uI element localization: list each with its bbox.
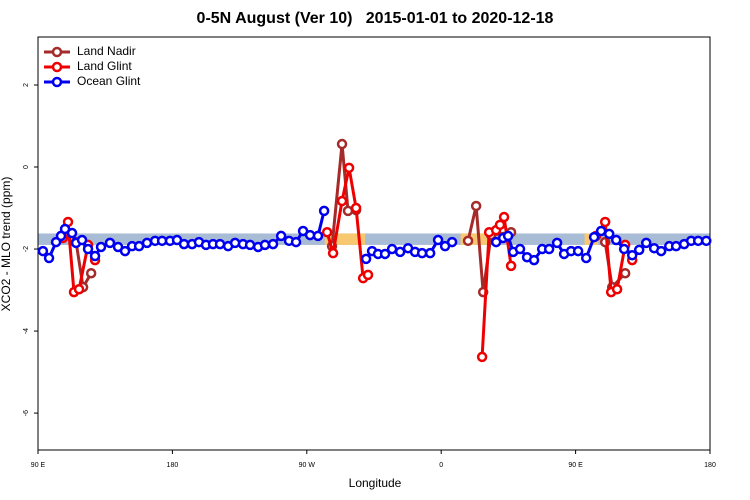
data-point xyxy=(543,243,555,255)
data-point xyxy=(595,225,607,237)
band xyxy=(460,233,491,245)
data-point xyxy=(670,240,682,252)
data-point xyxy=(551,237,563,249)
data-point xyxy=(394,246,406,258)
data-point xyxy=(141,237,153,249)
data-point xyxy=(462,235,474,247)
data-point xyxy=(446,236,458,248)
data-point xyxy=(502,230,514,242)
data-point xyxy=(43,252,55,264)
y-tick-label: -4 xyxy=(23,328,30,334)
data-point xyxy=(701,235,712,247)
data-point xyxy=(498,211,510,223)
x-axis-label: Longitude xyxy=(349,476,402,490)
data-point xyxy=(275,230,287,242)
data-point xyxy=(424,247,436,259)
data-point xyxy=(66,227,78,239)
data-point xyxy=(95,241,107,253)
y-tick-label: -6 xyxy=(23,410,30,416)
data-point xyxy=(267,238,279,250)
x-tick-label: 90 W xyxy=(299,462,316,469)
chart-title: 0-5N August (Ver 10) 2015-01-01 to 2020-… xyxy=(197,10,554,27)
data-point xyxy=(603,228,615,240)
x-tick-label: 0 xyxy=(439,462,443,469)
data-point xyxy=(321,226,333,238)
x-tick-label: 180 xyxy=(167,462,179,469)
data-point xyxy=(214,238,226,250)
data-point xyxy=(85,267,97,279)
data-point xyxy=(470,200,482,212)
data-point xyxy=(178,238,190,250)
data-point xyxy=(343,162,355,174)
legend-marker xyxy=(51,61,63,73)
data-point xyxy=(318,205,330,217)
data-point xyxy=(89,250,101,262)
data-point xyxy=(599,216,611,228)
data-point xyxy=(350,202,362,214)
y-tick-label: 0 xyxy=(23,165,30,169)
data-point xyxy=(229,237,241,249)
data-point xyxy=(618,243,630,255)
y-tick-label: -2 xyxy=(23,246,30,252)
legend-label: Land Glint xyxy=(77,59,132,73)
data-point xyxy=(505,260,517,272)
data-point xyxy=(259,239,271,251)
data-point xyxy=(336,195,348,207)
data-point xyxy=(379,248,391,260)
data-point xyxy=(692,235,704,247)
data-point xyxy=(619,267,631,279)
data-point xyxy=(336,138,348,150)
data-point xyxy=(610,234,622,246)
data-point xyxy=(37,245,49,257)
data-point xyxy=(244,239,256,251)
data-point xyxy=(580,252,592,264)
data-point xyxy=(386,243,398,255)
data-point xyxy=(416,247,428,259)
data-point xyxy=(626,249,638,261)
data-point xyxy=(432,234,444,246)
data-point xyxy=(362,269,374,281)
band xyxy=(324,233,366,245)
data-point xyxy=(327,247,339,259)
x-tick-label: 90 E xyxy=(31,462,46,469)
data-point xyxy=(104,237,116,249)
data-point xyxy=(633,244,645,256)
data-point xyxy=(494,219,506,231)
data-point xyxy=(82,243,94,255)
data-point xyxy=(588,231,600,243)
data-point xyxy=(342,205,354,217)
legend-marker xyxy=(51,46,63,58)
data-point xyxy=(655,245,667,257)
y-tick-label: 2 xyxy=(23,83,30,87)
data-point xyxy=(119,245,131,257)
x-tick-label: 90 E xyxy=(568,462,583,469)
legend-label: Ocean Glint xyxy=(77,74,141,88)
data-point xyxy=(312,230,324,242)
x-tick-label: 180 xyxy=(704,462,716,469)
data-point xyxy=(290,236,302,248)
data-point xyxy=(76,234,88,246)
data-point xyxy=(572,245,584,257)
data-point xyxy=(528,254,540,266)
data-point xyxy=(514,243,526,255)
legend-marker xyxy=(51,76,63,88)
data-point xyxy=(476,351,488,363)
y-axis-label: XCO2 - MLO trend (ppm) xyxy=(0,177,13,312)
band xyxy=(38,233,710,245)
data-point xyxy=(360,253,372,265)
data-point xyxy=(640,237,652,249)
data-point xyxy=(611,283,623,295)
data-point xyxy=(73,283,85,295)
legend-label: Land Nadir xyxy=(77,44,136,58)
